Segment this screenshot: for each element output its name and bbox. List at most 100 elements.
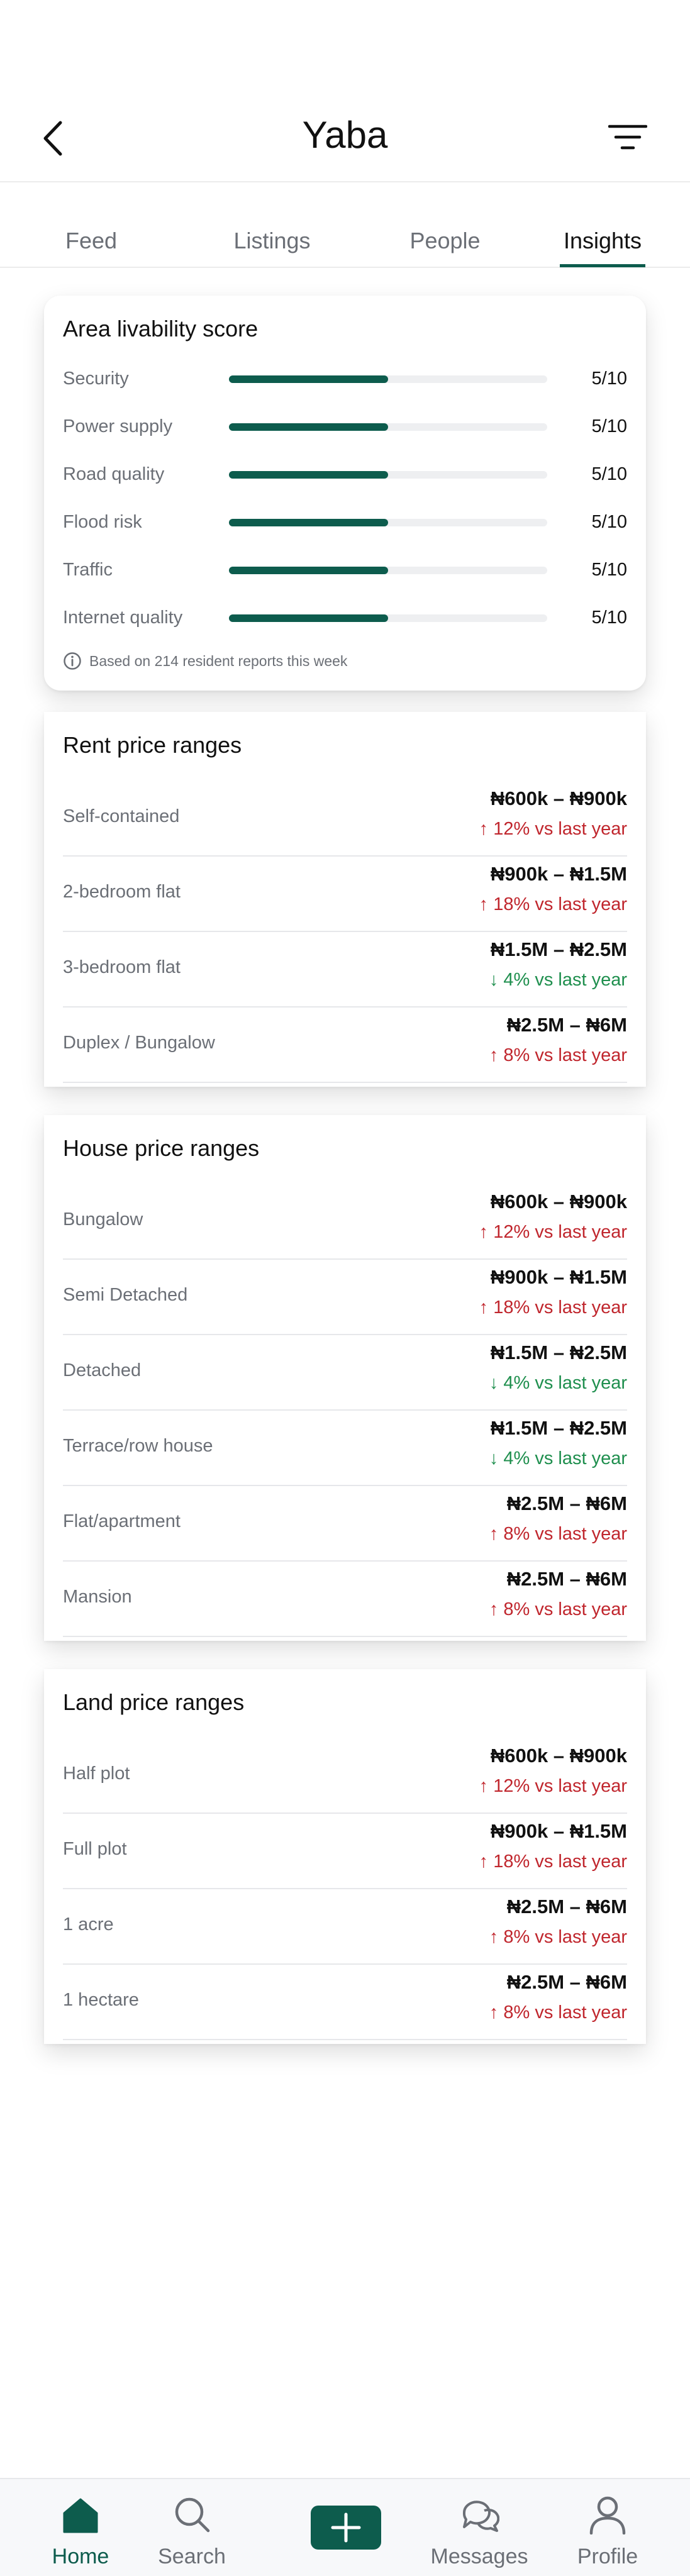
price-change: ↑ 8% vs last year xyxy=(489,1524,627,1544)
price-range: ₦2.5M – ₦6M xyxy=(506,1014,627,1036)
nav-label: Profile xyxy=(577,2545,638,2568)
score-row-flood-risk: Flood risk 5/10 xyxy=(63,509,627,535)
footnote-text: Based on 214 resident reports this week xyxy=(89,652,348,669)
nav-label: Search xyxy=(158,2545,226,2568)
price-range: ₦600k – ₦900k xyxy=(490,1745,627,1767)
price-label: Half plot xyxy=(63,1763,130,1784)
score-bar-track xyxy=(229,423,547,431)
price-range: ₦600k – ₦900k xyxy=(490,1191,627,1213)
price-change: ↓ 4% vs last year xyxy=(489,1448,627,1468)
price-change: ↑ 12% vs last year xyxy=(479,1776,627,1796)
price-label: Flat/apartment xyxy=(63,1511,181,1531)
price-row: 3-bedroom flat ₦1.5M – ₦2.5M ↓ 4% vs las… xyxy=(63,932,627,1008)
price-row: 1 hectare ₦2.5M – ₦6M ↑ 8% vs last year xyxy=(63,1965,627,2040)
info-icon xyxy=(64,652,81,670)
rent-price-card: Rent price ranges Self-contained ₦600k –… xyxy=(44,712,646,1087)
nav-home[interactable]: Home xyxy=(30,2479,131,2576)
price-change: ↑ 8% vs last year xyxy=(489,2002,627,2023)
score-label: Security xyxy=(63,369,129,389)
price-range: ₦900k – ₦1.5M xyxy=(490,863,627,885)
price-range: ₦1.5M – ₦2.5M xyxy=(490,938,627,960)
price-range: ₦2.5M – ₦6M xyxy=(506,1492,627,1514)
price-range: ₦900k – ₦1.5M xyxy=(490,1820,627,1842)
score-label: Internet quality xyxy=(63,608,183,628)
price-row: Semi Detached ₦900k – ₦1.5M ↑ 18% vs las… xyxy=(63,1260,627,1335)
price-range: ₦2.5M – ₦6M xyxy=(506,1568,627,1590)
price-label: 2-bedroom flat xyxy=(63,882,181,902)
price-label: Semi Detached xyxy=(63,1285,188,1305)
score-row-road-quality: Road quality 5/10 xyxy=(63,462,627,487)
land-price-card: Land price ranges Half plot ₦600k – ₦900… xyxy=(44,1669,646,2044)
price-label: Detached xyxy=(63,1360,142,1380)
price-row: Self-contained ₦600k – ₦900k ↑ 12% vs la… xyxy=(63,781,627,857)
search-icon xyxy=(175,2497,210,2533)
price-range: ₦1.5M – ₦2.5M xyxy=(490,1417,627,1439)
price-row: Terrace/row house ₦1.5M – ₦2.5M ↓ 4% vs … xyxy=(63,1411,627,1486)
filter-button[interactable] xyxy=(608,123,648,152)
price-row: Half plot ₦600k – ₦900k ↑ 12% vs last ye… xyxy=(63,1738,627,1814)
score-bar-fill xyxy=(229,567,388,574)
score-value: 5/10 xyxy=(591,512,627,532)
score-value: 5/10 xyxy=(591,416,627,436)
nav-search[interactable]: Search xyxy=(142,2479,242,2576)
home-icon xyxy=(63,2498,98,2533)
filter-icon xyxy=(608,125,648,150)
price-row: Mansion ₦2.5M – ₦6M ↑ 8% vs last year xyxy=(63,1562,627,1637)
price-change: ↑ 8% vs last year xyxy=(489,1045,627,1065)
add-post-button[interactable] xyxy=(311,2506,381,2550)
price-row: Bungalow ₦600k – ₦900k ↑ 12% vs last yea… xyxy=(63,1184,627,1260)
price-row: Flat/apartment ₦2.5M – ₦6M ↑ 8% vs last … xyxy=(63,1486,627,1562)
livability-footnote: Based on 214 resident reports this week xyxy=(63,652,347,670)
active-tab-indicator xyxy=(560,264,645,267)
page-title: Yaba xyxy=(302,114,388,156)
price-range: ₦2.5M – ₦6M xyxy=(506,1896,627,1918)
tab-insights[interactable]: Insights xyxy=(563,228,642,253)
price-change: ↓ 4% vs last year xyxy=(489,1373,627,1393)
price-row: Full plot ₦900k – ₦1.5M ↑ 18% vs last ye… xyxy=(63,1814,627,1889)
price-change: ↑ 8% vs last year xyxy=(489,1599,627,1619)
score-label: Power supply xyxy=(63,416,173,436)
score-value: 5/10 xyxy=(591,608,627,628)
score-bar-fill xyxy=(229,423,388,431)
price-label: Duplex / Bungalow xyxy=(63,1033,215,1053)
score-bar-fill xyxy=(229,375,388,383)
top-header: Yaba xyxy=(0,0,690,182)
land-title: Land price ranges xyxy=(63,1689,245,1715)
score-bar-track xyxy=(229,375,547,383)
score-label: Traffic xyxy=(63,560,113,580)
price-label: 1 acre xyxy=(63,1914,114,1935)
price-change: ↑ 12% vs last year xyxy=(479,819,627,839)
price-label: 1 hectare xyxy=(63,1990,139,2010)
price-label: Mansion xyxy=(63,1587,132,1607)
price-label: Terrace/row house xyxy=(63,1436,213,1456)
score-bar-fill xyxy=(229,519,388,526)
chat-bubbles-icon xyxy=(462,2501,499,2532)
price-label: Bungalow xyxy=(63,1209,143,1230)
nav-profile[interactable]: Profile xyxy=(557,2479,658,2576)
score-label: Flood risk xyxy=(63,512,142,532)
price-change: ↑ 12% vs last year xyxy=(479,1222,627,1242)
score-row-traffic: Traffic 5/10 xyxy=(63,557,627,582)
house-price-card: House price ranges Bungalow ₦600k – ₦900… xyxy=(44,1115,646,1641)
nav-messages[interactable]: Messages xyxy=(429,2479,530,2576)
tab-feed[interactable]: Feed xyxy=(65,228,118,253)
back-button[interactable] xyxy=(38,116,69,160)
score-bar-fill xyxy=(229,471,388,479)
livability-title: Area livability score xyxy=(63,316,259,341)
livability-card: Area livability score Security 5/10 Powe… xyxy=(44,296,646,691)
score-bar-track xyxy=(229,614,547,622)
price-row: 2-bedroom flat ₦900k – ₦1.5M ↑ 18% vs la… xyxy=(63,857,627,932)
person-icon xyxy=(589,2496,626,2534)
price-label: Self-contained xyxy=(63,806,180,826)
price-range: ₦600k – ₦900k xyxy=(490,787,627,809)
tab-people[interactable]: People xyxy=(409,228,481,253)
nav-label: Home xyxy=(52,2545,109,2568)
tab-listings[interactable]: Listings xyxy=(233,228,311,253)
tab-bar: Feed Listings People Insights xyxy=(0,214,690,268)
price-range: ₦1.5M – ₦2.5M xyxy=(490,1341,627,1363)
price-range: ₦2.5M – ₦6M xyxy=(506,1971,627,1993)
price-row: 1 acre ₦2.5M – ₦6M ↑ 8% vs last year xyxy=(63,1889,627,1965)
score-bar-track xyxy=(229,567,547,574)
nav-label: Messages xyxy=(430,2545,528,2568)
score-bar-fill xyxy=(229,614,388,622)
